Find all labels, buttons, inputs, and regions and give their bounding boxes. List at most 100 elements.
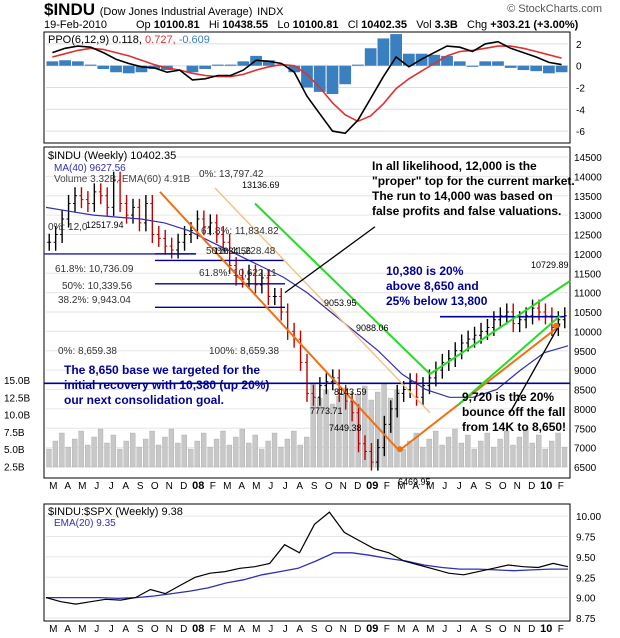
fib-label-50-left: 50%: 10,339.56: [62, 281, 132, 292]
ppo-hist-bar: [313, 65, 326, 92]
ppo-legend: PPO(6,12,9) 0.118, 0.727, -0.609: [48, 34, 210, 46]
ppo-hist-bar: [326, 65, 339, 95]
volume-tick-label: 5.0B: [4, 445, 25, 456]
month-label: S: [311, 624, 318, 635]
ppo-hist-bar: [84, 64, 97, 66]
month-label: J: [442, 481, 447, 492]
month-label: M: [252, 481, 260, 492]
price-label-6469: 6469.95: [398, 477, 431, 487]
month-label: D: [354, 481, 361, 492]
ratio-ema-legend: EMA(20) 9.35: [54, 518, 116, 529]
fib-label-618-right: 61.8%: 11,834.82: [201, 226, 279, 237]
month-label: A: [122, 481, 129, 492]
ppo-hist-bar: [122, 65, 135, 74]
ratio-tick-label: 9.00: [576, 594, 596, 605]
price-tick-label: 13500: [574, 192, 602, 203]
volume-bar: [516, 436, 523, 468]
ppo-hist-bar: [212, 64, 224, 66]
volume-bar: [471, 448, 477, 468]
price-label-10729: 10729.89: [531, 260, 569, 270]
month-label: J: [283, 624, 288, 635]
volume-bar: [452, 428, 458, 468]
ppo-hist-value: -0.609: [179, 34, 210, 46]
month-label: O: [151, 481, 159, 492]
volume-bar: [362, 385, 368, 468]
axis-labels: 2 0 -2 -4 -6 14500 14000 13500 13000 12500 12000 11…: [4, 40, 602, 635]
volume-bar: [246, 442, 252, 468]
volume-bar: [117, 448, 123, 468]
volume-tick-label: 7.5B: [4, 428, 25, 439]
month-label: F: [384, 624, 390, 635]
volume-tick-label: 2.5B: [4, 463, 25, 474]
volume-bar: [233, 436, 239, 468]
month-label: A: [296, 481, 303, 492]
annotation-blue-left: The 8,650 base we targeted for the initi…: [64, 363, 269, 407]
volume-bar: [458, 442, 465, 468]
annotation-bottom-line-2: bounce off the fall: [462, 405, 565, 419]
volume-bar: [252, 434, 258, 468]
ppo-hist-bar: [199, 65, 212, 69]
price-tick-label: 14500: [574, 153, 602, 164]
volume-bar: [201, 432, 207, 468]
month-label: J: [94, 624, 99, 635]
ratio-legend: $INDU:$SPX (Weekly) 9.38: [48, 506, 183, 518]
price-tick-label: 10000: [574, 327, 602, 338]
month-label: M: [252, 624, 260, 635]
month-label: A: [412, 624, 419, 635]
ratio-ema-line: [46, 552, 568, 600]
month-label: O: [325, 481, 333, 492]
ppo-hist-bar: [288, 65, 301, 73]
volume-bar: [529, 442, 535, 468]
annotation-top-line-3: The run to 14,000 was based on: [372, 189, 553, 203]
month-label: M: [426, 624, 434, 635]
site-credit[interactable]: © StockCharts.com: [507, 3, 602, 15]
month-label: F: [558, 481, 564, 492]
month-label: J: [268, 481, 273, 492]
ma-legend: MA(40) 9627.56: [54, 163, 126, 174]
volume-bar: [85, 444, 91, 468]
volume-bar: [239, 428, 245, 468]
price-tick-label: 10500: [574, 308, 602, 319]
volume-bar: [323, 389, 329, 468]
ppo-hist-bar: [237, 61, 250, 66]
month-label: S: [311, 481, 318, 492]
month-label: M: [397, 481, 405, 492]
volume-bar: [278, 446, 284, 468]
volume-bar: [491, 446, 497, 468]
price-label-12517: 12517.94: [86, 220, 124, 230]
fib-label-618b-right: 61.8%: 10,622.11: [199, 268, 277, 279]
ppo-panel-frame: [43, 31, 571, 144]
exchange-label: INDX: [257, 6, 284, 18]
ppo-tick-label: -4: [576, 105, 585, 116]
volume-bar: [400, 448, 407, 468]
volume-bar: [91, 436, 97, 468]
month-label: N: [340, 624, 347, 635]
volume-bar: [284, 438, 291, 468]
annotation-left-line-3: our next consolidation goal.: [64, 393, 224, 407]
price-tick-label: 14000: [574, 172, 602, 183]
ratio-tick-label: 9.25: [576, 573, 596, 584]
month-label: J: [457, 481, 462, 492]
month-label: 10: [540, 480, 552, 492]
volume-bar: [123, 440, 129, 468]
month-label: A: [238, 481, 245, 492]
ppo-tick-label: 0: [576, 62, 582, 73]
volume-bars: [46, 383, 568, 468]
month-label: D: [180, 481, 187, 492]
fib-label-50-right: 50%: 11,228.48: [206, 246, 276, 257]
month-label: O: [151, 624, 159, 635]
ratio-plot: [45, 511, 569, 605]
month-label: M: [78, 624, 86, 635]
pointer-line-bottom: [509, 323, 561, 414]
volume-bar: [130, 432, 136, 468]
ppo-hist-bar: [135, 65, 148, 73]
recent-marker: [553, 322, 559, 329]
volume-bar: [213, 438, 220, 468]
month-label: M: [49, 481, 57, 492]
month-label: M: [223, 624, 231, 635]
ppo-hist-bar: [390, 34, 402, 66]
month-label: A: [296, 624, 303, 635]
volume-bar: [291, 430, 297, 468]
ppo-label: PPO(6,12,9): [48, 34, 109, 46]
ppo-hist-bar: [377, 38, 390, 66]
